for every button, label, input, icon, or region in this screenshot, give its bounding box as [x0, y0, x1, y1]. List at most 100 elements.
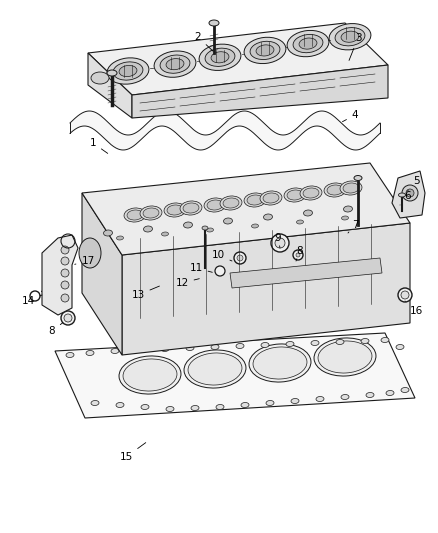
- Ellipse shape: [266, 400, 274, 406]
- Text: 2: 2: [194, 32, 213, 51]
- Text: 14: 14: [21, 295, 42, 306]
- Ellipse shape: [251, 224, 258, 228]
- Ellipse shape: [343, 206, 353, 212]
- Ellipse shape: [386, 391, 394, 395]
- Ellipse shape: [162, 232, 169, 236]
- Ellipse shape: [318, 341, 372, 373]
- Circle shape: [293, 250, 303, 260]
- Ellipse shape: [314, 338, 376, 376]
- Circle shape: [234, 252, 246, 264]
- Text: 12: 12: [175, 278, 199, 288]
- Ellipse shape: [119, 356, 181, 394]
- Ellipse shape: [327, 185, 343, 195]
- Ellipse shape: [284, 188, 306, 202]
- Circle shape: [215, 266, 225, 276]
- Ellipse shape: [66, 352, 74, 358]
- Circle shape: [401, 291, 409, 299]
- Ellipse shape: [188, 353, 242, 385]
- Ellipse shape: [111, 349, 119, 353]
- Text: 1: 1: [90, 138, 108, 154]
- Circle shape: [271, 234, 289, 252]
- Ellipse shape: [261, 343, 269, 348]
- Ellipse shape: [244, 37, 286, 63]
- Ellipse shape: [123, 359, 177, 391]
- Circle shape: [275, 238, 285, 248]
- Circle shape: [64, 314, 72, 322]
- Ellipse shape: [91, 400, 99, 406]
- Ellipse shape: [287, 30, 329, 56]
- Circle shape: [61, 269, 69, 277]
- Text: 4: 4: [343, 110, 358, 122]
- Ellipse shape: [361, 338, 369, 343]
- Ellipse shape: [304, 210, 312, 216]
- Ellipse shape: [186, 345, 194, 351]
- Ellipse shape: [300, 186, 322, 200]
- Ellipse shape: [124, 208, 146, 222]
- Text: 15: 15: [120, 442, 146, 462]
- Ellipse shape: [166, 59, 184, 70]
- Ellipse shape: [336, 340, 344, 344]
- Ellipse shape: [340, 181, 362, 195]
- Polygon shape: [122, 223, 410, 355]
- Ellipse shape: [204, 198, 226, 212]
- Text: 11: 11: [189, 263, 212, 273]
- Circle shape: [296, 253, 300, 257]
- Polygon shape: [70, 111, 380, 150]
- Ellipse shape: [264, 214, 272, 220]
- Ellipse shape: [263, 193, 279, 203]
- Ellipse shape: [117, 236, 124, 240]
- Circle shape: [237, 255, 243, 261]
- Ellipse shape: [303, 188, 319, 198]
- Ellipse shape: [241, 402, 249, 408]
- Ellipse shape: [107, 58, 149, 84]
- Ellipse shape: [143, 208, 159, 218]
- Ellipse shape: [103, 230, 113, 236]
- Ellipse shape: [127, 210, 143, 220]
- Ellipse shape: [202, 226, 208, 230]
- Text: 9: 9: [275, 233, 281, 248]
- Ellipse shape: [343, 183, 359, 193]
- Ellipse shape: [205, 48, 235, 67]
- Ellipse shape: [184, 350, 246, 388]
- Polygon shape: [55, 333, 415, 418]
- Ellipse shape: [161, 346, 169, 351]
- Ellipse shape: [183, 203, 199, 213]
- Polygon shape: [42, 235, 78, 315]
- Text: 8: 8: [49, 322, 63, 336]
- Text: 13: 13: [131, 286, 159, 300]
- Ellipse shape: [335, 28, 365, 46]
- Ellipse shape: [79, 238, 101, 268]
- Circle shape: [406, 189, 414, 197]
- Ellipse shape: [180, 201, 202, 215]
- Ellipse shape: [286, 342, 294, 346]
- Ellipse shape: [211, 52, 229, 63]
- Ellipse shape: [160, 55, 190, 73]
- Ellipse shape: [247, 195, 263, 205]
- Ellipse shape: [220, 196, 242, 210]
- Ellipse shape: [136, 348, 144, 352]
- Polygon shape: [132, 65, 388, 118]
- Text: 8: 8: [296, 246, 303, 261]
- Ellipse shape: [253, 347, 307, 379]
- Ellipse shape: [184, 222, 192, 228]
- Ellipse shape: [116, 402, 124, 408]
- Text: 5: 5: [408, 176, 419, 191]
- Ellipse shape: [329, 23, 371, 50]
- Ellipse shape: [293, 35, 323, 53]
- Text: 17: 17: [75, 256, 95, 266]
- Text: 6: 6: [400, 191, 411, 205]
- Ellipse shape: [86, 351, 94, 356]
- Ellipse shape: [216, 405, 224, 409]
- Ellipse shape: [236, 343, 244, 349]
- Ellipse shape: [354, 175, 362, 181]
- Text: 10: 10: [212, 250, 232, 261]
- Ellipse shape: [396, 344, 404, 350]
- Ellipse shape: [211, 344, 219, 350]
- Ellipse shape: [167, 205, 183, 215]
- Ellipse shape: [164, 203, 186, 217]
- Circle shape: [398, 288, 412, 302]
- Ellipse shape: [381, 337, 389, 343]
- Ellipse shape: [256, 45, 274, 56]
- Ellipse shape: [154, 51, 196, 77]
- Ellipse shape: [399, 193, 406, 197]
